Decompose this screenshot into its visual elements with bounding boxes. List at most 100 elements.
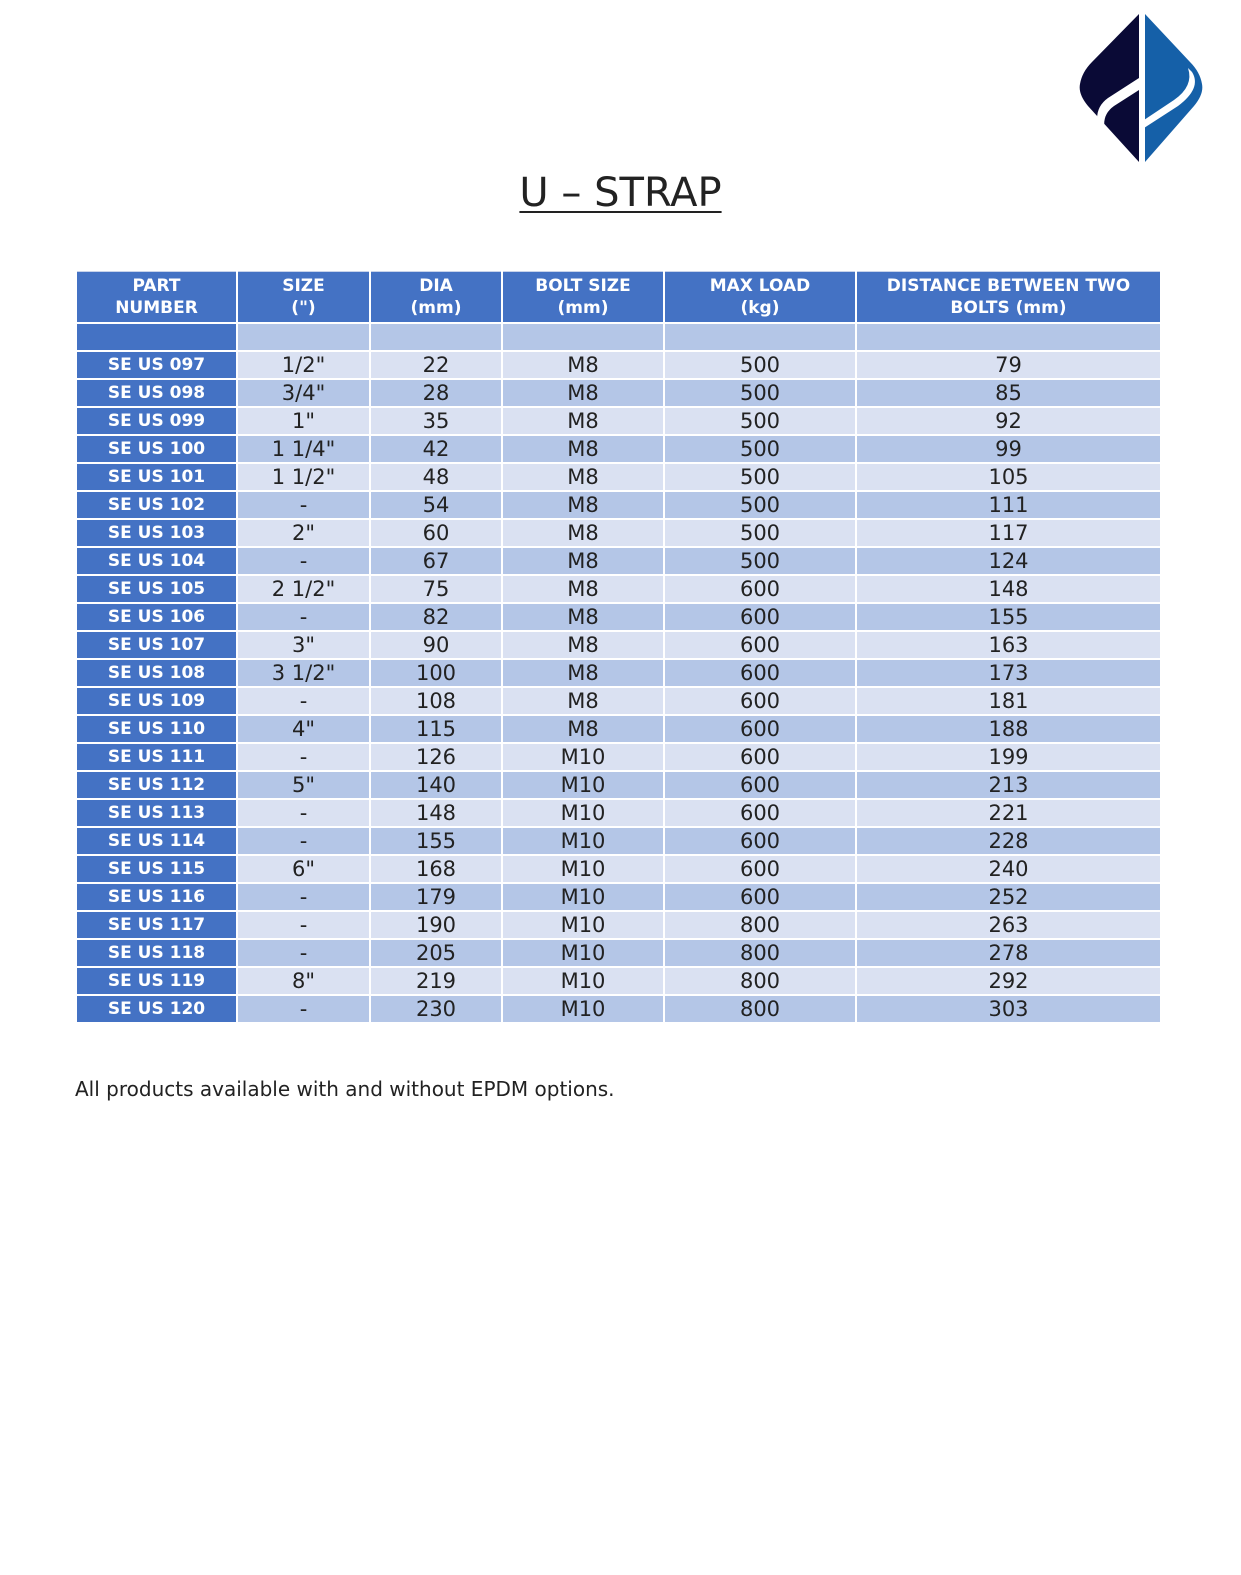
part-number-cell: SE US 120 bbox=[75, 994, 238, 1024]
part-number-cell: SE US 112 bbox=[75, 770, 238, 800]
table-cell: 600 bbox=[663, 602, 857, 632]
column-header: BOLT SIZE (mm) bbox=[501, 271, 665, 324]
column-header: DISTANCE BETWEEN TWO BOLTS (mm) bbox=[855, 271, 1162, 324]
part-number-cell: SE US 109 bbox=[75, 686, 238, 716]
table-cell: M10 bbox=[501, 994, 665, 1024]
table-cell: 600 bbox=[663, 742, 857, 772]
table-row: SE US 109-108 M8 600 181 bbox=[75, 686, 1162, 716]
empty-cell bbox=[236, 322, 371, 352]
table-cell: 92 bbox=[855, 406, 1162, 436]
table-cell: 199 bbox=[855, 742, 1162, 772]
table-cell: 252 bbox=[855, 882, 1162, 912]
table-cell: 600 bbox=[663, 714, 857, 744]
table-cell: 188 bbox=[855, 714, 1162, 744]
table-cell: 500 bbox=[663, 350, 857, 380]
table-cell: 126 bbox=[369, 742, 503, 772]
table-cell: 108 bbox=[369, 686, 503, 716]
table-cell: 500 bbox=[663, 378, 857, 408]
table-cell: - bbox=[236, 910, 371, 940]
table-cell: 6" bbox=[236, 854, 371, 884]
table-cell: 148 bbox=[855, 574, 1162, 604]
table-cell: 117 bbox=[855, 518, 1162, 548]
table-row: SE US 105 2 1/2" 75 M8 600 148 bbox=[75, 574, 1162, 604]
part-number-cell: SE US 099 bbox=[75, 406, 238, 436]
part-number-cell: SE US 116 bbox=[75, 882, 238, 912]
table-cell: 163 bbox=[855, 630, 1162, 660]
part-number-cell: SE US 108 bbox=[75, 658, 238, 688]
table-row: SE US 099 1" 35 M8 500 92 bbox=[75, 406, 1162, 436]
table-cell: 48 bbox=[369, 462, 503, 492]
table-cell: 278 bbox=[855, 938, 1162, 968]
table-cell: 100 bbox=[369, 658, 503, 688]
table-cell: 600 bbox=[663, 798, 857, 828]
table-row: SE US 119 8" 219 M10 800 292 bbox=[75, 966, 1162, 996]
table-cell: 230 bbox=[369, 994, 503, 1024]
table-cell: 82 bbox=[369, 602, 503, 632]
table-cell: 115 bbox=[369, 714, 503, 744]
empty-cell bbox=[75, 322, 238, 352]
table-cell: 111 bbox=[855, 490, 1162, 520]
table-cell: M8 bbox=[501, 658, 665, 688]
table-cell: 2 1/2" bbox=[236, 574, 371, 604]
table-cell: 500 bbox=[663, 490, 857, 520]
table-cell: 500 bbox=[663, 406, 857, 436]
table-cell: 60 bbox=[369, 518, 503, 548]
table-cell: - bbox=[236, 994, 371, 1024]
table-cell: 600 bbox=[663, 574, 857, 604]
part-number-cell: SE US 098 bbox=[75, 378, 238, 408]
empty-cell bbox=[855, 322, 1162, 352]
table-cell: M8 bbox=[501, 490, 665, 520]
table-cell: 4" bbox=[236, 714, 371, 744]
table-row: SE US 104-67 M8 500 124 bbox=[75, 546, 1162, 576]
table-cell: M10 bbox=[501, 938, 665, 968]
table-cell: 1" bbox=[236, 406, 371, 436]
table-cell: M10 bbox=[501, 770, 665, 800]
part-number-cell: SE US 102 bbox=[75, 490, 238, 520]
part-number-cell: SE US 115 bbox=[75, 854, 238, 884]
table-cell: 1 1/4" bbox=[236, 434, 371, 464]
table-header-row: PART NUMBER SIZE (") DIA (mm) BOLT SIZE (mm… bbox=[75, 271, 1162, 324]
table-cell: M8 bbox=[501, 406, 665, 436]
table-cell: 205 bbox=[369, 938, 503, 968]
table-row: SE US 103 2" 60 M8 500 117 bbox=[75, 518, 1162, 548]
table-cell: - bbox=[236, 826, 371, 856]
table-cell: 292 bbox=[855, 966, 1162, 996]
table-cell: 600 bbox=[663, 630, 857, 660]
table-cell: M10 bbox=[501, 966, 665, 996]
table-cell: 500 bbox=[663, 546, 857, 576]
empty-cell bbox=[501, 322, 665, 352]
part-number-cell: SE US 107 bbox=[75, 630, 238, 660]
table-cell: 67 bbox=[369, 546, 503, 576]
table-row: SE US 120-230 M10 800 303 bbox=[75, 994, 1162, 1024]
table-cell: 213 bbox=[855, 770, 1162, 800]
part-number-cell: SE US 119 bbox=[75, 966, 238, 996]
table-row: SE US 111-126 M10 600 199 bbox=[75, 742, 1162, 772]
table-cell: 140 bbox=[369, 770, 503, 800]
table-cell: 155 bbox=[369, 826, 503, 856]
table-row: SE US 102-54 M8 500 111 bbox=[75, 490, 1162, 520]
table-cell: 179 bbox=[369, 882, 503, 912]
column-header: MAX LOAD (kg) bbox=[663, 271, 857, 324]
table-cell: M8 bbox=[501, 518, 665, 548]
column-header: SIZE (") bbox=[236, 271, 371, 324]
column-header: PART NUMBER bbox=[75, 271, 238, 324]
table-cell: M8 bbox=[501, 378, 665, 408]
part-number-cell: SE US 113 bbox=[75, 798, 238, 828]
table-cell: - bbox=[236, 882, 371, 912]
table-cell: 42 bbox=[369, 434, 503, 464]
table-row: SE US 118-205 M10 800 278 bbox=[75, 938, 1162, 968]
table-cell: 3" bbox=[236, 630, 371, 660]
part-number-cell: SE US 103 bbox=[75, 518, 238, 548]
table-row: SE US 115 6" 168 M10 600 240 bbox=[75, 854, 1162, 884]
part-number-cell: SE US 106 bbox=[75, 602, 238, 632]
part-number-cell: SE US 104 bbox=[75, 546, 238, 576]
table-row: SE US 110 4" 115 M8 600 188 bbox=[75, 714, 1162, 744]
table-cell: M8 bbox=[501, 574, 665, 604]
table-cell: 800 bbox=[663, 938, 857, 968]
table-cell: M8 bbox=[501, 350, 665, 380]
table-cell: 2" bbox=[236, 518, 371, 548]
table-cell: 219 bbox=[369, 966, 503, 996]
table-cell: 79 bbox=[855, 350, 1162, 380]
table-cell: 155 bbox=[855, 602, 1162, 632]
table-cell: 3/4" bbox=[236, 378, 371, 408]
